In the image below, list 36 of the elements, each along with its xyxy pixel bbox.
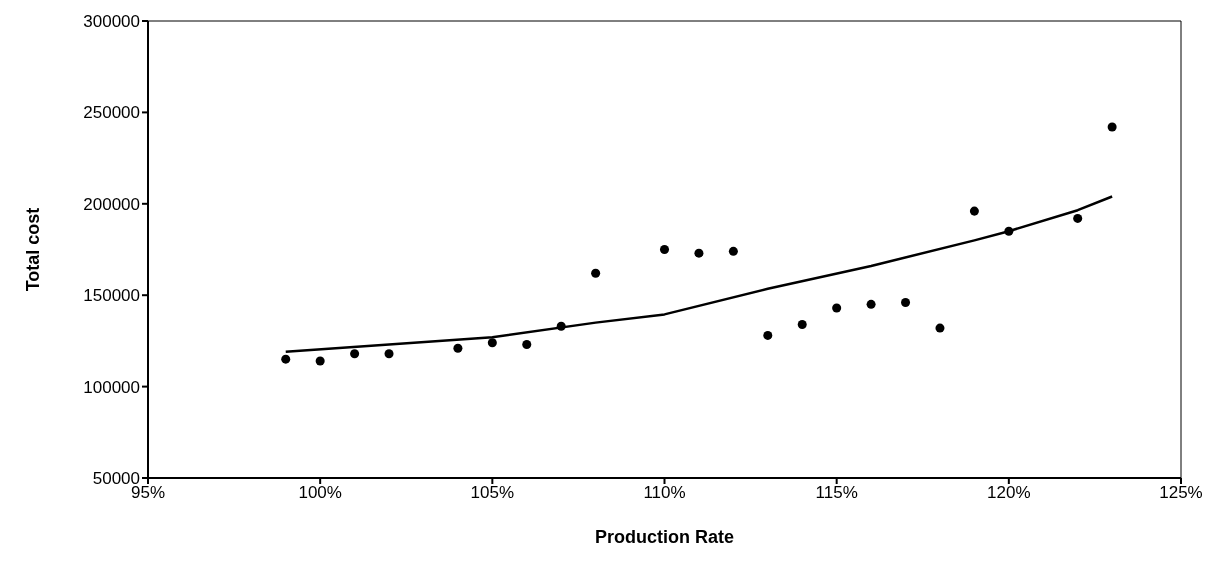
point [522, 340, 532, 350]
y-tick-label: 150000 [83, 286, 140, 306]
point [659, 244, 670, 255]
point [1073, 213, 1083, 223]
point [315, 356, 325, 366]
x-tick-label: 115% [815, 483, 858, 503]
point [591, 268, 601, 278]
y-axis-title: Total cost [23, 207, 44, 292]
point [832, 303, 842, 313]
point [1107, 122, 1117, 132]
point [556, 321, 566, 331]
point [866, 299, 876, 309]
point [901, 298, 911, 308]
x-tick-label: 125% [1159, 483, 1203, 503]
point [763, 330, 773, 340]
point [487, 338, 497, 348]
x-tick-label: 105% [470, 483, 515, 503]
point [384, 349, 394, 359]
point [1004, 226, 1014, 236]
y-tick-label: 100000 [83, 377, 140, 397]
point [694, 248, 704, 258]
y-tick-label: 200000 [83, 194, 140, 214]
x-tick-label: 100% [298, 483, 342, 503]
point [728, 246, 738, 256]
point [281, 354, 291, 364]
line-series [284, 195, 1114, 354]
y-tick-label: 250000 [83, 103, 140, 123]
point [453, 343, 463, 353]
point [969, 206, 979, 216]
point [797, 319, 807, 329]
x-tick-label: 120% [987, 483, 1031, 503]
x-tick-label: 110% [643, 483, 686, 503]
point [935, 323, 945, 333]
point [350, 349, 360, 359]
y-tick-label: 300000 [83, 12, 140, 32]
x-axis-title: Production Rate [594, 527, 735, 547]
